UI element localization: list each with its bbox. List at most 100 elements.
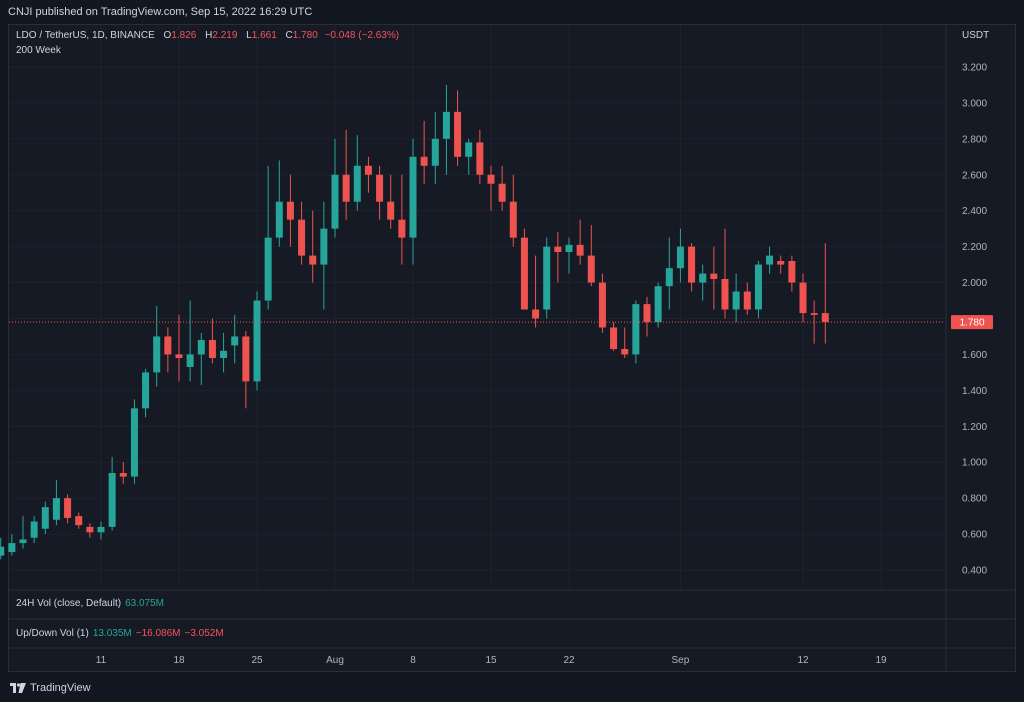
candle-body: [253, 300, 261, 382]
candle-body: [543, 246, 551, 310]
candle-body: [142, 372, 150, 409]
high-value: 2.219: [212, 30, 238, 41]
y-tick-label: 3.200: [962, 62, 987, 73]
candle-body: [153, 336, 161, 373]
candle-body: [665, 268, 673, 287]
x-tick-label: 12: [797, 655, 809, 666]
y-tick-label: 2.200: [962, 242, 987, 253]
candle-body: [298, 219, 306, 256]
y-tick-label: 0.400: [962, 566, 987, 577]
last-price-badge: [951, 315, 993, 330]
open-value: 1.826: [171, 30, 197, 41]
low-label: L: [246, 30, 252, 41]
candle-body: [766, 255, 774, 265]
candle-body: [688, 246, 696, 283]
published-note: CNJI published on TradingView.com, Sep 1…: [8, 6, 313, 18]
x-tick-label: 8: [410, 655, 416, 666]
y-tick-label: 1.600: [962, 350, 987, 361]
candle-body: [320, 228, 328, 265]
candle-body: [197, 340, 205, 355]
symbol-legend: LDO / TetherUS, 1D, BINANCE O1.826 H2.21…: [16, 30, 399, 41]
candle-body: [676, 246, 684, 269]
volume-legend[interactable]: 24H Vol (close, Default) 63.075M: [16, 598, 164, 609]
candle-body: [52, 498, 60, 520]
top-bar: [0, 0, 1024, 24]
candle-body: [409, 156, 417, 238]
candle-body: [487, 174, 495, 184]
candle-body: [364, 165, 372, 175]
candle-body: [565, 244, 573, 253]
brand-label: TradingView: [30, 682, 91, 694]
candle-body: [220, 350, 228, 359]
y-tick-label: 0.800: [962, 494, 987, 505]
close-label: C: [285, 30, 293, 41]
y-tick-label: 2.400: [962, 206, 987, 217]
candle-body: [554, 246, 562, 253]
x-tick-label: 19: [875, 655, 887, 666]
x-tick-label: 18: [173, 655, 185, 666]
candle-body: [587, 255, 595, 283]
high-label: H: [205, 30, 213, 41]
candle-body: [498, 183, 506, 202]
change-value: −0.048 (−2.63%): [324, 30, 400, 41]
bottom-bar: [0, 672, 1024, 702]
y-tick-label: 1.400: [962, 386, 987, 397]
up-volume-value: 13.035M: [92, 628, 132, 639]
candle-body: [30, 521, 38, 538]
candle-body: [743, 291, 751, 310]
x-tick-label: 11: [96, 655, 107, 666]
candle-body: [376, 174, 384, 202]
candle-body: [810, 313, 818, 315]
candle-body: [520, 237, 528, 310]
volume-label: 24H Vol (close, Default): [16, 598, 122, 609]
candle-body: [532, 309, 540, 319]
low-value: 1.661: [251, 30, 277, 41]
x-tick-label: 25: [251, 655, 263, 666]
candle-body: [610, 327, 618, 350]
tradingview-logo[interactable]: TradingView: [10, 682, 91, 694]
candle-body: [777, 260, 785, 265]
candle-body: [97, 526, 105, 533]
candle-body: [264, 237, 272, 301]
updown-label: Up/Down Vol (1): [16, 628, 89, 639]
tradingview-icon: [10, 683, 26, 693]
x-tick-label: 22: [563, 655, 575, 666]
candle-body: [788, 260, 796, 283]
candle-body: [721, 278, 729, 310]
candle-body: [431, 138, 439, 166]
candle-body: [509, 201, 517, 238]
candle-body: [0, 546, 5, 556]
candle-body: [598, 282, 606, 328]
candle-body: [231, 336, 239, 346]
candle-body: [476, 142, 484, 175]
close-value: 1.780: [292, 30, 318, 41]
candle-body: [8, 543, 16, 553]
y-tick-label: 1.000: [962, 458, 987, 469]
candle-body: [465, 142, 473, 157]
candle-body: [576, 244, 584, 256]
indicator-label[interactable]: 200 Week: [16, 45, 61, 56]
candle-body: [420, 156, 428, 166]
candle-body: [398, 219, 406, 238]
y-tick-label: 3.000: [962, 98, 987, 109]
updown-volume-legend[interactable]: Up/Down Vol (1) 13.035M −16.086M −3.052M: [16, 628, 224, 639]
candle-body: [130, 408, 138, 477]
candle-body: [242, 336, 250, 382]
down-volume-value: −16.086M: [135, 628, 181, 639]
candle-body: [64, 498, 72, 518]
candle-body: [309, 255, 317, 265]
candle-body: [186, 354, 194, 368]
x-tick-label: 15: [485, 655, 497, 666]
candle-body: [710, 273, 718, 279]
x-tick-label: Aug: [326, 655, 344, 666]
y-tick-label: 2.800: [962, 134, 987, 145]
volume-value: 63.075M: [125, 598, 164, 609]
currency-label: USDT: [962, 30, 990, 41]
candle-body: [208, 340, 216, 359]
candle-body: [454, 111, 462, 157]
open-label: O: [163, 30, 172, 41]
candle-body: [119, 473, 127, 477]
candle-body: [41, 507, 49, 529]
delta-volume-value: −3.052M: [184, 628, 224, 639]
